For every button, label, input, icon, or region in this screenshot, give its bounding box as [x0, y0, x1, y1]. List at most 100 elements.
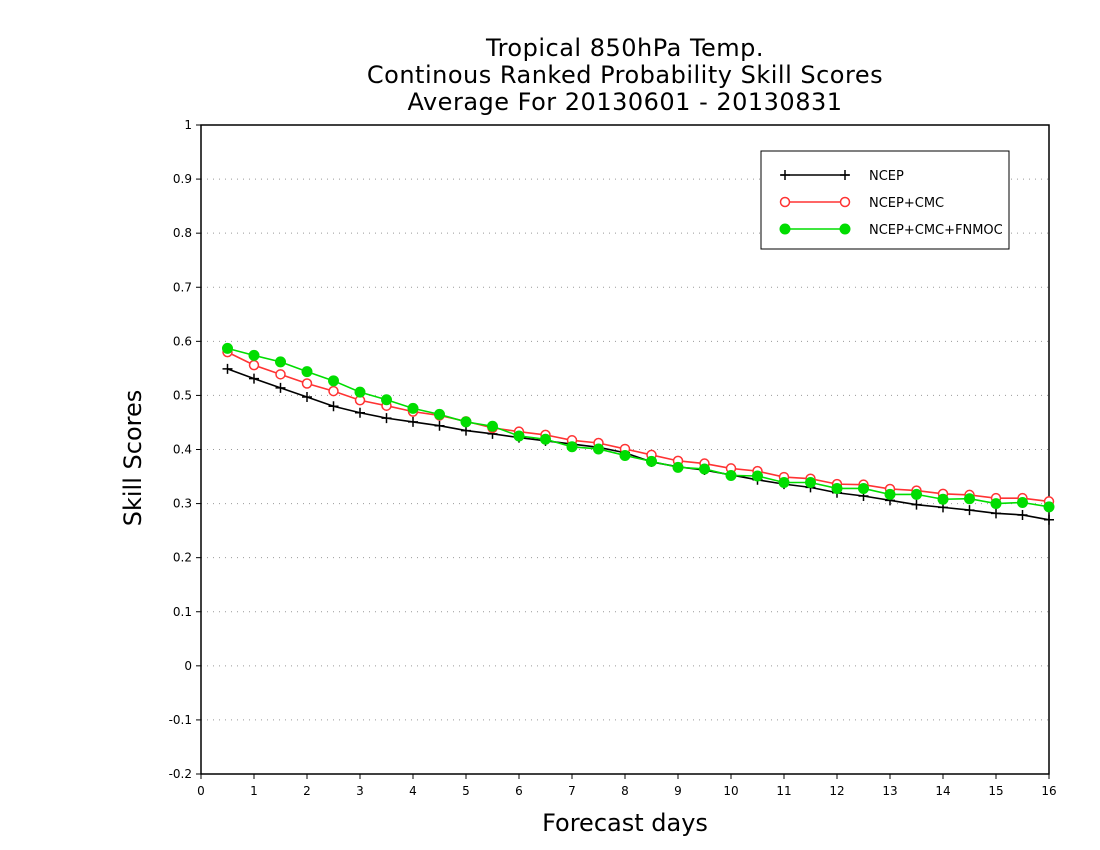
data-point — [275, 382, 286, 393]
data-point — [699, 463, 710, 475]
chart-title-line-3: Average For 20130601 - 20130831 — [407, 88, 843, 116]
data-point — [407, 402, 419, 414]
x-tick-label: 16 — [1041, 784, 1056, 798]
legend-marker — [780, 170, 790, 180]
legend-box — [760, 150, 1010, 250]
x-tick-label: 7 — [568, 784, 576, 798]
y-tick-label: 0.2 — [173, 551, 192, 565]
legend-label: NCEP — [869, 169, 904, 184]
legend-label: NCEP+CMC+FNMOC — [869, 223, 1003, 238]
series-line — [227, 347, 1050, 508]
series-line — [227, 368, 1050, 521]
data-point — [646, 455, 657, 467]
data-point — [328, 401, 339, 412]
x-tick-label: 13 — [882, 784, 897, 798]
data-point — [884, 488, 896, 500]
data-point — [222, 342, 233, 354]
data-point — [408, 416, 418, 427]
data-point — [301, 366, 313, 378]
data-point — [540, 433, 551, 445]
data-point — [964, 493, 975, 505]
data-point — [991, 508, 1001, 519]
legend-marker — [779, 223, 791, 235]
data-point — [513, 430, 525, 442]
data-point — [672, 461, 684, 473]
data-point — [1044, 514, 1054, 525]
y-tick-label: 0.8 — [173, 226, 192, 240]
legend-marker — [840, 170, 850, 180]
data-point — [725, 469, 737, 481]
x-tick-label: 14 — [935, 784, 950, 798]
y-tick-label: 0.6 — [173, 334, 192, 348]
data-point — [434, 408, 445, 420]
data-point — [275, 356, 286, 368]
data-point — [354, 386, 366, 398]
x-tick-label: 3 — [356, 784, 364, 798]
legend-label: NCEP+CMC — [869, 196, 944, 211]
y-tick-label: 0.9 — [173, 172, 192, 186]
data-point — [1017, 509, 1028, 520]
x-tick-label: 11 — [776, 784, 791, 798]
y-tick-label: 0.1 — [173, 605, 192, 619]
data-point — [301, 378, 313, 389]
x-tick-label: 4 — [409, 784, 417, 798]
x-tick-label: 8 — [621, 784, 629, 798]
data-point — [858, 482, 869, 494]
data-point — [248, 349, 260, 361]
x-tick-label: 6 — [515, 784, 523, 798]
series-line — [227, 351, 1050, 503]
data-point — [619, 449, 631, 461]
data-point — [937, 493, 949, 505]
y-tick-label: 0 — [184, 659, 192, 673]
data-point — [328, 385, 339, 397]
y-tick-label: 0.4 — [173, 443, 192, 457]
x-tick-label: 2 — [303, 784, 311, 798]
chart-title-line-1: Tropical 850hPa Temp. — [485, 34, 765, 62]
data-point — [831, 482, 843, 494]
data-point — [1017, 497, 1028, 509]
x-axis-title: Forecast days — [542, 809, 708, 837]
data-point — [964, 505, 975, 516]
y-axis-title: Skill Scores — [119, 389, 147, 527]
data-point — [460, 416, 472, 428]
y-tick-label: 0.7 — [173, 280, 192, 294]
y-tick-label: 0.5 — [173, 388, 192, 402]
data-point — [275, 369, 286, 380]
data-point — [328, 375, 339, 387]
x-tick-label: 5 — [462, 784, 470, 798]
data-point — [381, 394, 392, 406]
data-point — [752, 470, 763, 482]
data-point — [593, 443, 604, 455]
legend-marker — [839, 196, 851, 208]
x-tick-label: 10 — [723, 784, 738, 798]
legend-marker — [839, 223, 851, 235]
y-tick-label: 1 — [184, 118, 192, 132]
data-point — [248, 359, 260, 371]
data-point — [302, 392, 312, 403]
data-point — [911, 499, 922, 510]
data-point — [355, 407, 365, 418]
data-point — [911, 488, 922, 500]
x-tick-label: 15 — [988, 784, 1003, 798]
x-tick-label: 9 — [674, 784, 682, 798]
data-point — [778, 476, 790, 488]
data-point — [1043, 501, 1055, 513]
data-point — [434, 420, 445, 431]
data-point — [222, 363, 233, 374]
chart-title-line-2: Continous Ranked Probability Skill Score… — [366, 61, 884, 89]
data-point — [381, 413, 392, 424]
y-tick-label: 0.3 — [173, 497, 192, 511]
x-tick-label: 12 — [829, 784, 844, 798]
data-point — [249, 373, 259, 384]
y-tick-label: -0.2 — [169, 767, 192, 781]
legend-marker — [779, 196, 791, 208]
data-point — [990, 498, 1002, 510]
x-tick-label: 1 — [250, 784, 258, 798]
data-point — [566, 441, 578, 453]
x-tick-label: 0 — [197, 784, 205, 798]
data-point — [805, 476, 816, 488]
y-tick-label: -0.1 — [169, 713, 192, 727]
data-point — [487, 420, 498, 432]
